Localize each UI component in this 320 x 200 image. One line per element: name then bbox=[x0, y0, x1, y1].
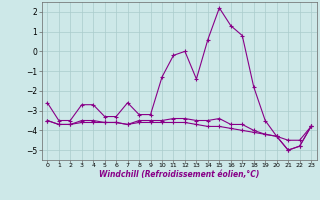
X-axis label: Windchill (Refroidissement éolien,°C): Windchill (Refroidissement éolien,°C) bbox=[99, 170, 260, 179]
